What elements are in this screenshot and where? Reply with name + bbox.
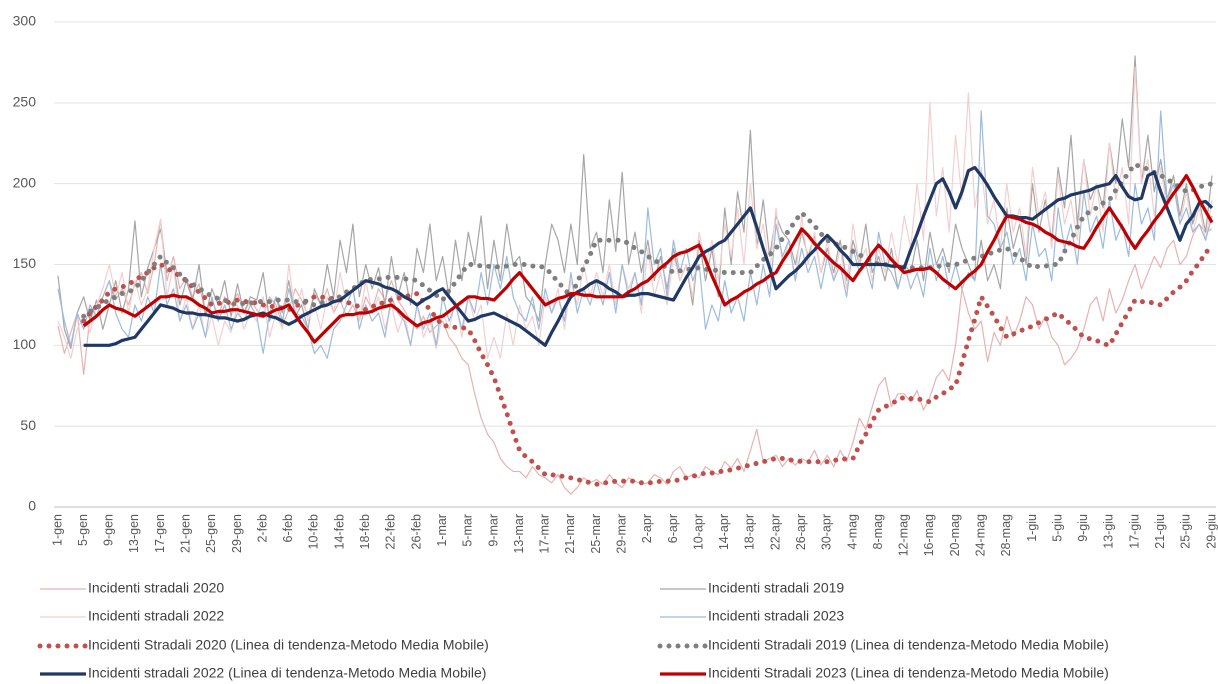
grid: 0 50 100 150 200 250 300 1-gen 5-gen 9-gen 13-gen 1… <box>13 13 1218 557</box>
y-tick-label: 250 <box>13 94 37 110</box>
x-tick-label: 30-apr <box>820 514 834 550</box>
x-tick-label: 1-giu <box>1025 514 1039 542</box>
y-tick-label: 300 <box>13 13 37 29</box>
x-tick-label: 24-mag <box>973 514 987 556</box>
series-line <box>57 55 1213 350</box>
legend-label: Incidenti stradali 2022 <box>88 608 224 624</box>
y-tick-label: 0 <box>28 498 36 514</box>
x-tick-label: 14-apr <box>717 514 731 550</box>
x-tick-label: 14-feb <box>332 514 346 549</box>
plot-lines <box>57 55 1215 495</box>
x-tick-label: 5-gen <box>76 514 90 546</box>
series-line <box>81 161 1215 319</box>
x-tick-label: 13-gen <box>127 514 141 553</box>
x-tick-label: 20-mag <box>948 514 962 556</box>
legend: Incidenti stradali 2020 Incidenti stradal… <box>37 580 1109 681</box>
x-tick-label: 21-giu <box>1153 514 1167 549</box>
legend-label: Incidenti stradali 2022 (Linea di tenden… <box>88 665 486 681</box>
legend-label: Incidenti Stradali 2020 (Linea di tenden… <box>88 637 489 653</box>
x-tick-label: 18-feb <box>358 514 372 549</box>
x-tick-label: 2-feb <box>255 514 269 543</box>
series-line <box>81 242 1215 487</box>
x-tick-label: 25-mar <box>589 514 603 554</box>
legend-label: Incidenti stradali 2020 <box>88 580 224 596</box>
x-tick-label: 6-apr <box>666 514 680 543</box>
x-tick-label: 22-apr <box>768 514 782 550</box>
x-tick-label: 9-mar <box>486 514 500 547</box>
x-tick-label: 13-giu <box>1102 514 1116 549</box>
x-tick-label: 1-gen <box>50 514 64 546</box>
x-tick-label: 21-mar <box>563 514 577 554</box>
x-tick-label: 25-giu <box>1179 514 1193 549</box>
x-tick-label: 13-mar <box>512 514 526 554</box>
x-tick-label: 1-mar <box>435 514 449 547</box>
x-tick-label: 10-apr <box>691 514 705 550</box>
x-tick-label: 10-feb <box>307 514 321 549</box>
legend-label: Incidenti Stradali 2023 (Linea di tenden… <box>708 665 1109 681</box>
x-tick-label: 12-mag <box>897 514 911 556</box>
y-tick-label: 150 <box>13 255 37 271</box>
series-line <box>82 173 1214 344</box>
x-tick-label: 4-mag <box>845 514 859 549</box>
y-tick-label: 100 <box>13 336 37 352</box>
x-tick-label: 9-gen <box>102 514 116 546</box>
x-tick-label: 17-gen <box>153 514 167 553</box>
x-tick-label: 17-mar <box>538 514 552 554</box>
x-tick-label: 29-mar <box>614 514 628 554</box>
x-tick-label: 26-apr <box>794 514 808 550</box>
x-tick-label: 18-apr <box>743 514 757 550</box>
y-tick-label: 50 <box>20 417 36 433</box>
series-line <box>83 165 1214 347</box>
x-tick-label: 29-gen <box>230 514 244 553</box>
x-tick-label: 26-feb <box>409 514 423 549</box>
y-tick-label: 200 <box>13 174 37 190</box>
series-line <box>57 218 1213 495</box>
legend-label: Incidenti stradali 2023 <box>708 608 844 624</box>
legend-label: Incidenti Stradali 2019 (Linea di tenden… <box>708 637 1109 653</box>
x-tick-label: 25-gen <box>204 514 218 553</box>
x-tick-label: 5-giu <box>1050 514 1064 542</box>
x-tick-label: 22-feb <box>384 514 398 549</box>
x-tick-label: 9-giu <box>1076 514 1090 542</box>
legend-label: Incidenti stradali 2019 <box>708 580 844 596</box>
x-tick-label: 6-feb <box>281 514 295 543</box>
x-tick-label: 21-gen <box>179 514 193 553</box>
x-tick-label: 8-mag <box>871 514 885 549</box>
x-tick-label: 28-mag <box>999 514 1013 556</box>
x-tick-label: 29-giu <box>1204 514 1218 549</box>
x-tick-label: 17-giu <box>1127 514 1141 549</box>
x-tick-label: 16-mag <box>922 514 936 556</box>
x-tick-label: 5-mar <box>461 514 475 547</box>
x-tick-label: 2-apr <box>640 514 654 543</box>
